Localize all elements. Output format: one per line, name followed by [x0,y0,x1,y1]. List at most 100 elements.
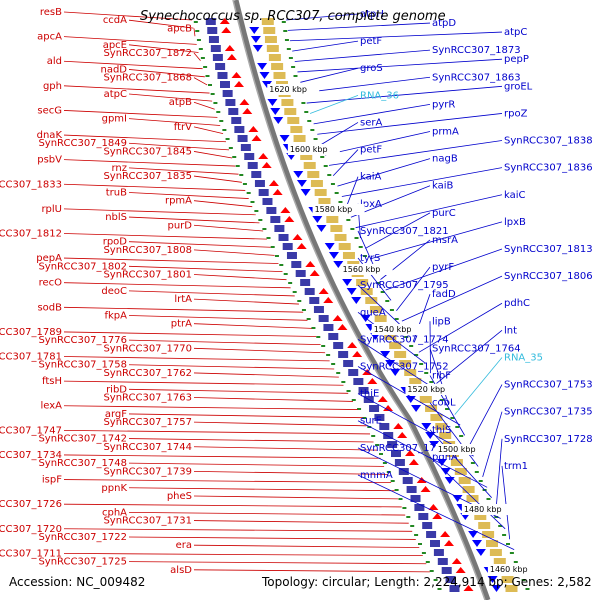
gene-category-block [445,576,456,583]
track-marker [297,300,302,302]
left-gene-label: rpmA [165,196,192,207]
left-leader-line [128,462,385,467]
reverse-gene-arrow [444,477,455,484]
left-gene-label: SynRCC307_1758 [38,360,127,371]
track-marker [262,228,267,230]
left-leader-line [193,28,196,37]
gene-category-block [450,459,463,466]
left-leader-line [63,356,330,362]
gene-category-block [314,189,327,196]
track-marker [341,381,346,383]
track-marker [203,66,208,68]
tick-label-bg [461,504,514,515]
right-leader-line [355,194,503,229]
left-gene-label: nadD [100,64,127,75]
right-gene-label: msrA [432,235,458,246]
right-leader-line [482,411,503,478]
track-marker [250,201,255,203]
gene-category-block [399,360,412,367]
track-marker [386,471,391,473]
right-leader-line [306,85,503,104]
right-leader-line [365,212,431,249]
left-gene-label: SynRCC307_1725 [38,557,127,568]
track-marker [389,309,394,311]
track-marker [213,102,218,104]
track-marker [433,579,438,581]
track-marker [216,111,221,113]
gene-category-block [353,378,364,385]
left-leader-line [63,110,218,118]
gene-category-block [304,288,315,295]
gene-category-block [449,585,460,592]
track-marker [509,552,514,554]
forward-gene-arrow [428,504,439,510]
left-gene-label: atpC [104,89,127,100]
track-marker [301,309,306,311]
right-gene-label: SynRCC307_1728 [504,434,593,445]
left-leader-line [63,183,246,191]
reverse-gene-arrow [262,81,273,88]
forward-gene-arrow [377,396,388,402]
track-marker [498,525,503,527]
left-leader-line [128,364,335,370]
right-gene-label: cobL [432,398,456,409]
gene-category-block [328,333,339,340]
right-gene-label: petF [360,145,382,156]
gene-category-block [266,45,279,52]
right-gene-label: SynRCC307_1764 [432,343,521,354]
right-gene-label: SynRCC307_1752 [360,362,449,373]
track-marker [304,111,309,113]
track-marker [326,354,331,356]
position-tick-label: 1480 kbp [464,505,502,514]
left-gene-label: SynRCC307_1747 [0,425,62,436]
track-marker [376,282,381,284]
forward-gene-arrow [337,324,348,330]
reverse-gene-arrow [475,549,486,556]
reverse-gene-arrow [436,459,447,466]
gene-category-block [394,351,407,358]
gene-category-block [258,189,269,196]
reverse-gene-arrow [279,135,290,142]
right-gene-label: queA [360,307,386,318]
left-leader-line [193,224,264,232]
position-tick-label: 1600 kbp [290,145,328,154]
track-marker [474,471,479,473]
left-leader-line [193,520,409,524]
track-marker [382,462,387,464]
left-gene-label: SynRCC307_1731 [103,516,192,527]
gene-category-block [466,495,479,502]
gene-category-block [330,225,343,232]
gene-category-block [310,180,323,187]
left-gene-label: ribD [106,384,127,395]
left-leader-line [63,405,358,410]
reverse-gene-arrow [342,279,353,286]
track-marker [266,237,271,239]
left-leader-line [193,372,339,378]
right-leader-line [370,221,503,260]
right-leader-line [328,140,503,166]
left-gene-label: SynRCC307_1757 [103,417,192,428]
gene-category-block [326,216,339,223]
left-leader-line [128,192,249,199]
forward-gene-arrow [347,342,358,348]
left-gene-label: rplU [41,204,62,215]
gene-category-block [278,234,289,241]
gene-category-block [360,288,373,295]
right-leader-line [289,31,503,42]
left-leader-line [128,413,363,419]
tick-label-bg [287,144,340,155]
left-gene-label: psbV [37,155,62,166]
reverse-gene-arrow [257,63,268,70]
left-gene-label: SynRCC307_1762 [103,368,192,379]
right-gene-label: kaiB [432,181,454,192]
right-leader-line [317,113,503,135]
track-marker [321,345,326,347]
right-gene-label: lpxB [504,217,526,228]
left-leader-line [193,274,287,281]
gene-category-block [271,63,284,70]
left-leader-line [63,503,402,508]
gene-category-block [333,342,344,349]
right-leader-line [429,429,492,498]
gene-category-block [228,108,239,115]
right-gene-label: lnt [504,325,517,336]
